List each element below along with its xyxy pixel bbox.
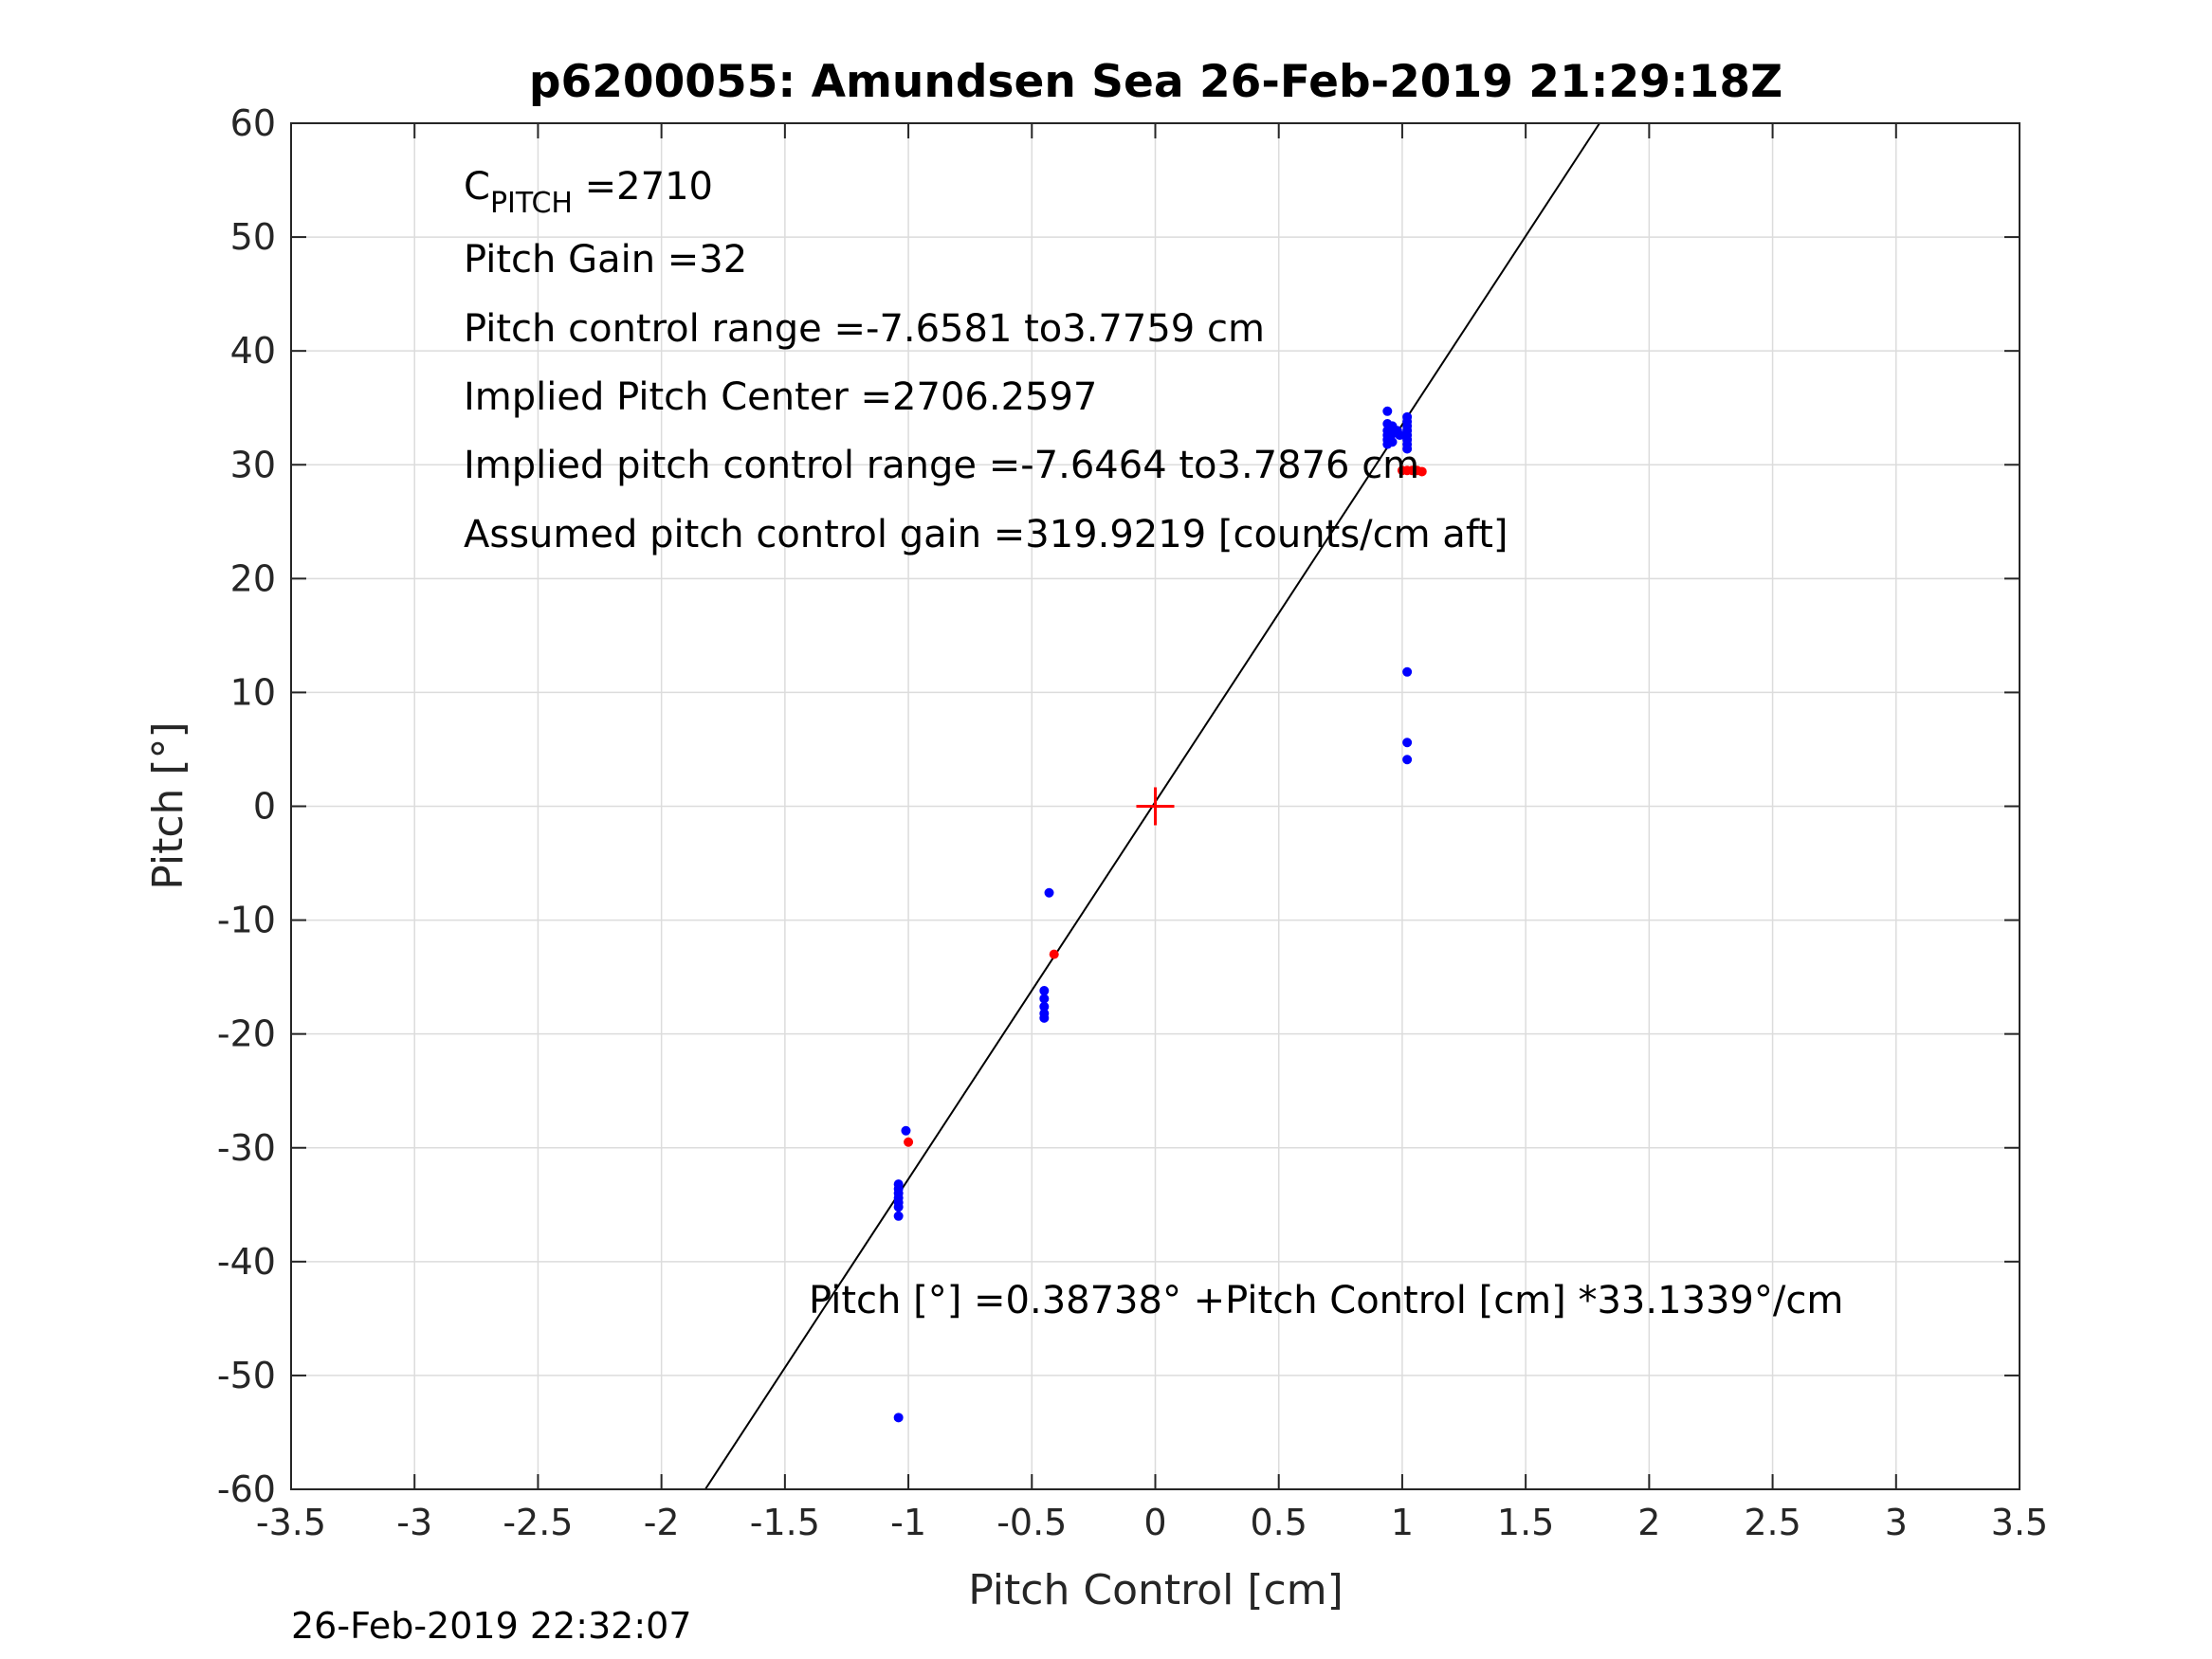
blue-data-point [1044, 887, 1054, 898]
blue-data-point [1402, 755, 1413, 765]
blue-data-point [1039, 994, 1050, 1004]
red-data-point [904, 1137, 914, 1147]
blue-data-point [1039, 1012, 1050, 1023]
x-tick-label: -0.5 [996, 1502, 1067, 1543]
x-tick-label: 0.5 [1250, 1502, 1307, 1543]
blue-data-point [1382, 406, 1393, 416]
chart-title: p6200055: Amundsen Sea 26-Feb-2019 21:29… [529, 56, 1782, 108]
blue-data-point [1402, 444, 1413, 454]
x-tick-label: 1 [1391, 1502, 1414, 1543]
y-tick-label: -20 [217, 1013, 276, 1055]
y-tick-label: -30 [217, 1127, 276, 1169]
x-tick-label: 2 [1637, 1502, 1660, 1543]
blue-data-point [893, 1211, 904, 1221]
y-tick-label: 40 [230, 330, 276, 372]
y-tick-label: 0 [253, 786, 276, 828]
timestamp: 26-Feb-2019 22:32:07 [291, 1605, 692, 1647]
x-tick-label: 1.5 [1497, 1502, 1554, 1543]
blue-data-point [1039, 986, 1050, 996]
annotation-pitch-control-range: Pitch control range =-7.6581 to3.7759 cm [464, 307, 1265, 351]
x-tick-label: -1 [890, 1502, 926, 1543]
blue-data-point [1039, 1001, 1050, 1012]
x-tick-label: -3 [396, 1502, 432, 1543]
red-data-point [1417, 466, 1427, 477]
x-tick-label: 2.5 [1744, 1502, 1801, 1543]
annotation-implied-range: Implied pitch control range =-7.6464 to3… [464, 444, 1419, 487]
y-tick-label: 20 [230, 557, 276, 599]
annotation-implied-center: Implied Pitch Center =2706.2597 [464, 375, 1097, 419]
fit-equation: Pitch [°] =0.38738° +Pitch Control [cm] … [809, 1279, 1843, 1322]
x-tick-label: 3 [1885, 1502, 1908, 1543]
data-points [893, 406, 1427, 1423]
x-tick-label: -1.5 [750, 1502, 820, 1543]
blue-data-point [1387, 437, 1398, 447]
x-axis-label: Pitch Control [cm] [968, 1566, 1344, 1614]
x-tick-label: -2 [644, 1502, 680, 1543]
y-tick-label: -50 [217, 1355, 276, 1396]
x-tick-label: 0 [1143, 1502, 1166, 1543]
cpitch-annotation: CPITCH =2710 [464, 165, 713, 220]
blue-data-point [893, 1413, 904, 1423]
annotation-control-gain: Assumed pitch control gain =319.9219 [co… [464, 513, 1508, 556]
blue-data-point [893, 1202, 904, 1212]
y-tick-label: -40 [217, 1241, 276, 1283]
blue-data-point [1402, 738, 1413, 748]
annotation-pitch-gain: Pitch Gain =32 [464, 238, 747, 282]
center-marker [1136, 787, 1175, 826]
y-tick-label: -10 [217, 900, 276, 941]
y-axis-label: Pitch [°] [144, 721, 192, 889]
x-tick-label: -2.5 [503, 1502, 573, 1543]
blue-data-point [901, 1125, 911, 1136]
axis-ticks: -3.5 -3 -2.5 -2 -1.5 -1 -0.5 0 0.5 1 1.5 2 2.5 3 3.5 -6… [217, 102, 2048, 1543]
y-tick-label: 10 [230, 671, 276, 713]
x-tick-label: -3.5 [256, 1502, 326, 1543]
blue-data-point [1395, 430, 1405, 441]
blue-data-point [1402, 666, 1413, 677]
y-tick-label: 30 [230, 444, 276, 485]
x-tick-label: 3.5 [1991, 1502, 2048, 1543]
grid [290, 122, 2020, 1490]
cpitch-value: =2710 [573, 165, 713, 209]
cpitch-base: C [464, 165, 490, 209]
red-data-point [1049, 949, 1059, 959]
cpitch-sub: PITCH [490, 187, 573, 220]
y-tick-label: 50 [230, 216, 276, 258]
y-tick-label: 60 [230, 102, 276, 144]
y-tick-label: -60 [217, 1468, 276, 1510]
